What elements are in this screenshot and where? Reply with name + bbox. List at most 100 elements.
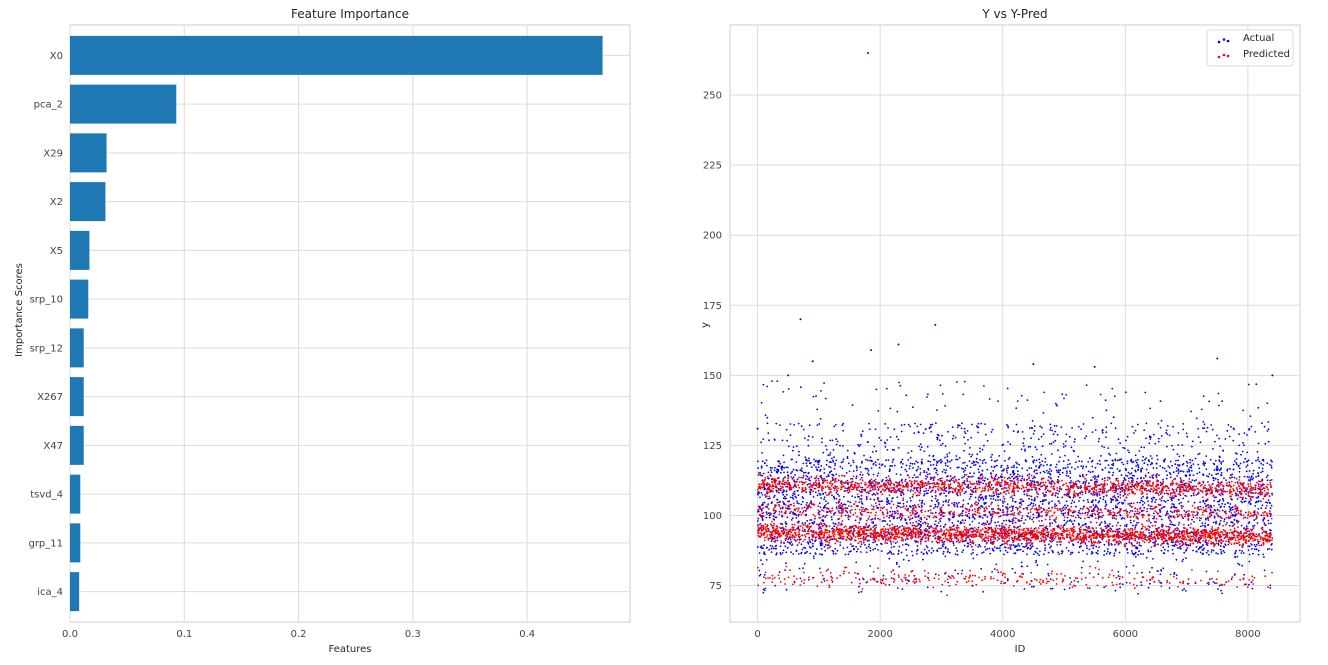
actual-point <box>886 542 888 544</box>
actual-point <box>1094 466 1097 469</box>
actual-point <box>1101 445 1103 448</box>
actual-point <box>1088 572 1091 575</box>
actual-point <box>1000 481 1002 484</box>
actual-point <box>802 474 805 477</box>
actual-point <box>1050 442 1053 445</box>
actual-point <box>761 519 764 521</box>
actual-point <box>900 494 902 497</box>
actual-point <box>1054 503 1056 505</box>
actual-point <box>889 550 891 553</box>
actual-point <box>783 483 786 486</box>
actual-point <box>850 550 852 553</box>
actual-point <box>1065 474 1068 477</box>
actual-point <box>792 476 795 479</box>
actual-point <box>1243 461 1245 464</box>
actual-point <box>822 492 824 495</box>
actual-point <box>1231 514 1234 517</box>
actual-point <box>982 498 985 500</box>
actual-point <box>766 385 769 388</box>
actual-point <box>866 52 869 54</box>
actual-point <box>897 488 900 490</box>
predicted-point <box>835 501 838 504</box>
actual-point <box>820 465 823 467</box>
actual-point <box>1166 445 1168 448</box>
actual-point <box>816 424 819 426</box>
actual-point <box>1044 549 1046 552</box>
actual-point <box>1181 589 1184 591</box>
actual-point <box>1126 462 1129 465</box>
bar-y-tick-label: X2 <box>50 197 63 208</box>
actual-point <box>1231 506 1234 509</box>
actual-point <box>922 522 924 525</box>
actual-point <box>1125 581 1128 584</box>
actual-point <box>764 494 766 496</box>
actual-point <box>981 459 984 462</box>
actual-point <box>763 501 766 504</box>
actual-point <box>981 496 984 499</box>
actual-point <box>934 511 937 514</box>
actual-point <box>1267 440 1270 443</box>
actual-point <box>1035 561 1037 564</box>
actual-point <box>956 504 959 506</box>
actual-point <box>1172 503 1175 506</box>
actual-point <box>961 422 963 425</box>
actual-point <box>824 491 827 494</box>
actual-point <box>823 472 826 474</box>
actual-point <box>935 533 937 535</box>
actual-point <box>1071 511 1074 514</box>
actual-point <box>835 491 838 494</box>
bar <box>70 523 81 563</box>
actual-point <box>1265 501 1267 504</box>
actual-point <box>1223 518 1226 521</box>
actual-point <box>818 528 820 530</box>
actual-point <box>944 445 947 447</box>
actual-point <box>972 475 974 478</box>
actual-point <box>1195 546 1198 548</box>
predicted-point <box>1004 513 1007 516</box>
predicted-point <box>1000 582 1002 585</box>
actual-point <box>892 458 894 461</box>
actual-point <box>813 557 815 560</box>
actual-point <box>1132 553 1135 556</box>
actual-point <box>1023 493 1026 496</box>
actual-point <box>849 515 851 518</box>
actual-point <box>990 517 993 520</box>
actual-point <box>1147 504 1150 506</box>
actual-point <box>1006 514 1008 517</box>
actual-point <box>1031 455 1034 458</box>
actual-point <box>1204 462 1207 464</box>
predicted-point <box>1077 537 1080 540</box>
actual-point <box>1169 476 1172 479</box>
actual-point <box>1160 497 1163 499</box>
actual-point <box>1057 492 1059 495</box>
actual-point <box>1179 540 1181 542</box>
actual-point <box>1205 570 1208 573</box>
actual-point <box>854 519 857 522</box>
actual-point <box>1199 505 1202 508</box>
actual-point <box>1195 485 1198 488</box>
actual-point <box>962 499 965 502</box>
actual-point <box>936 473 939 476</box>
actual-point <box>1182 423 1185 425</box>
bar-y-tick-label: pca_2 <box>34 100 63 111</box>
actual-point <box>1011 522 1014 524</box>
actual-point <box>1113 517 1116 519</box>
actual-point <box>824 445 827 447</box>
actual-point <box>1247 545 1250 547</box>
actual-point <box>926 396 928 398</box>
actual-point <box>832 449 835 451</box>
actual-point <box>1090 521 1092 524</box>
predicted-point <box>1106 483 1109 486</box>
actual-point <box>1234 551 1237 553</box>
actual-point <box>1185 590 1187 592</box>
actual-point <box>1070 551 1073 554</box>
predicted-point <box>1055 583 1058 585</box>
actual-point <box>1210 424 1212 426</box>
actual-point <box>1180 501 1182 504</box>
actual-point <box>1256 543 1258 546</box>
actual-point <box>1268 548 1271 550</box>
actual-point <box>802 476 804 479</box>
actual-point <box>944 471 947 474</box>
actual-point <box>907 452 910 454</box>
actual-point <box>1100 455 1102 457</box>
